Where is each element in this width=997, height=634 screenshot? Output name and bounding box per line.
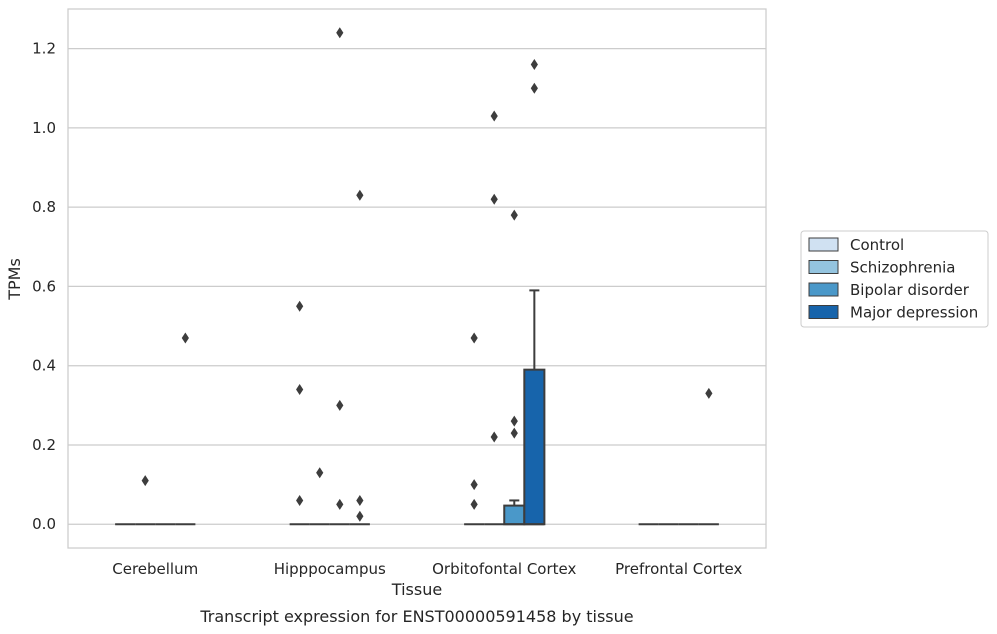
series-major-depression [175,58,719,526]
series-control [115,300,659,526]
legend-swatch [808,305,839,319]
outlier-point [336,399,344,411]
outlier-point [296,494,304,506]
plot-frame [67,8,767,549]
outlier-point [470,332,478,344]
outlier-point [510,415,518,427]
y-tick-label: 0.8 [32,198,56,216]
y-tick-label: 1.2 [32,40,56,58]
outlier-point [530,82,538,94]
y-tick-label: 0.6 [32,277,56,295]
legend-swatch [808,282,839,297]
outlier-point [356,494,364,506]
x-axis-label: Tissue [391,580,442,599]
outlier-point [356,189,364,201]
legend-entry-label: Major depression [850,304,978,322]
outlier-point [490,193,498,205]
box [503,504,526,526]
y-axis-label: TPMs [5,258,24,301]
outlier-point [530,58,538,70]
box [523,368,546,526]
outlier-point [296,383,304,395]
x-tick-label: Prefrontal Cortex [615,560,742,578]
chart-caption: Transcript expression for ENST0000059145… [199,607,633,626]
x-tick-labels: Cerebellum Hipppocampus Orbitofontal Corte… [112,560,742,578]
outlier-point [336,27,344,39]
outlier-point [316,467,324,479]
series-bipolar-disorder [155,27,699,526]
x-tick-label: Hipppocampus [274,560,386,578]
y-tick-label: 0.2 [32,436,56,454]
outlier-point [490,431,498,443]
outlier-point [510,209,518,221]
outlier-point [470,479,478,491]
legend-entry-label: Control [850,236,904,254]
x-tick-label: Cerebellum [112,560,198,578]
legend-entry-label: Schizophrenia [850,259,955,277]
outlier-point [356,510,364,522]
legend-swatch [808,237,839,252]
outlier-point [470,498,478,510]
outlier-point [510,427,518,439]
legend-swatch [808,260,839,274]
outlier-point [705,387,713,399]
series-schizophrenia [135,110,679,526]
y-tick-labels: 0.0 0.2 0.4 0.6 0.8 1.0 1.2 [32,40,56,534]
legend: Control Schizophrenia Bipolar disorder Majo… [800,230,989,328]
y-tick-label: 0.0 [32,515,56,533]
outlier-point [336,498,344,510]
outlier-point [141,475,149,487]
x-tick-label: Orbitofontal Cortex [432,560,576,578]
outlier-point [296,300,304,312]
box-series [115,27,719,526]
gridlines [68,48,766,525]
outlier-point [490,110,498,122]
outlier-point [181,332,189,344]
legend-frame [800,230,989,328]
legend-entry-label: Bipolar disorder [850,281,970,299]
y-tick-label: 1.0 [32,119,56,137]
y-tick-label: 0.4 [32,357,56,375]
plot-area [68,9,766,548]
